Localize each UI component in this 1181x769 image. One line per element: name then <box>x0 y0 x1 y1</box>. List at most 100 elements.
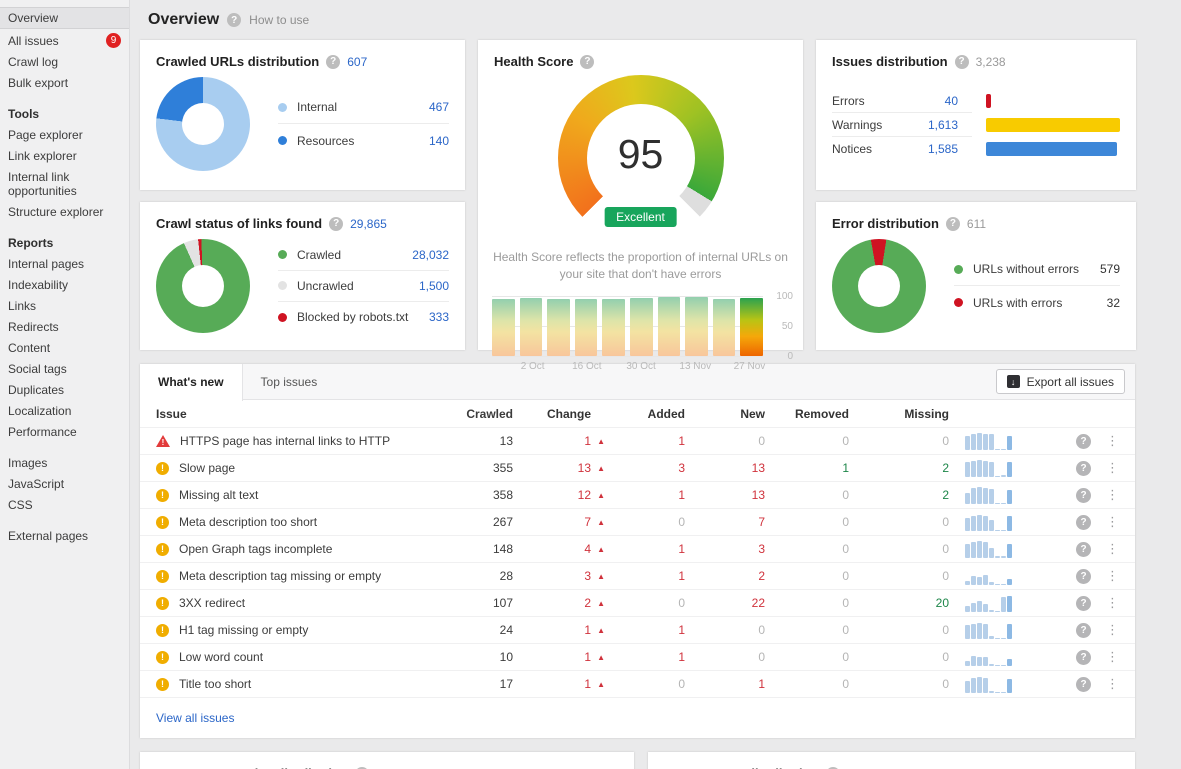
history-sparkline <box>965 675 1045 693</box>
sidebar-item-link-explorer[interactable]: Link explorer <box>0 146 129 166</box>
row-menu-icon[interactable]: ⋮ <box>1091 487 1119 503</box>
help-icon[interactable]: ? <box>946 217 960 231</box>
issue-name[interactable]: Open Graph tags incomplete <box>179 542 332 556</box>
help-icon[interactable]: ? <box>955 55 969 69</box>
row-menu-icon[interactable]: ⋮ <box>1091 676 1119 692</box>
row-menu-icon[interactable]: ⋮ <box>1091 433 1119 449</box>
crawled-urls-total[interactable]: 607 <box>347 55 367 69</box>
sparkline-bar <box>983 657 988 666</box>
row-help-icon[interactable]: ? <box>1076 596 1091 611</box>
row-menu-icon[interactable]: ⋮ <box>1091 460 1119 476</box>
legend-label: Blocked by robots.txt <box>297 310 429 324</box>
sidebar-item-label: All issues <box>8 34 59 48</box>
sparkline-bar <box>1001 597 1006 612</box>
legend-value[interactable]: 1,500 <box>419 279 449 293</box>
sparkline-bar <box>1001 638 1006 639</box>
distribution-bar-track <box>986 118 1120 132</box>
row-help-icon[interactable]: ? <box>1076 542 1091 557</box>
row-help-icon[interactable]: ? <box>1076 650 1091 665</box>
sidebar-item-images[interactable]: Images <box>0 453 129 473</box>
issue-cell: !Title too short <box>156 677 435 691</box>
tab-what-s-new[interactable]: What's new <box>140 364 243 401</box>
sidebar-item-redirects[interactable]: Redirects <box>0 317 129 337</box>
issue-name[interactable]: HTTPS page has internal links to HTTP <box>180 434 390 448</box>
sidebar-item-all-issues[interactable]: All issues9 <box>0 30 129 51</box>
sidebar-item-social-tags[interactable]: Social tags <box>0 359 129 379</box>
row-menu-icon[interactable]: ⋮ <box>1091 541 1119 557</box>
sidebar-item-links[interactable]: Links <box>0 296 129 316</box>
sidebar-item-label: External pages <box>8 529 88 543</box>
sidebar-item-localization[interactable]: Localization <box>0 401 129 421</box>
row-help-icon[interactable]: ? <box>1076 488 1091 503</box>
sidebar-item-crawl-log[interactable]: Crawl log <box>0 52 129 72</box>
row-help-icon[interactable]: ? <box>1076 461 1091 476</box>
history-axis-label: 100 <box>776 291 793 302</box>
how-to-use-link[interactable]: How to use <box>249 13 309 27</box>
sidebar-item-internal-pages[interactable]: Internal pages <box>0 254 129 274</box>
crawled-value: 13 <box>435 434 513 448</box>
row-menu-icon[interactable]: ⋮ <box>1091 649 1119 665</box>
row-help-icon[interactable]: ? <box>1076 515 1091 530</box>
warning-circle-icon: ! <box>156 597 169 610</box>
help-icon[interactable]: ? <box>329 217 343 231</box>
view-all-issues-link[interactable]: View all issues <box>156 711 234 725</box>
tab-top-issues[interactable]: Top issues <box>243 364 336 400</box>
issue-name[interactable]: Title too short <box>179 677 251 691</box>
legend-value[interactable]: 467 <box>429 100 449 114</box>
row-help-icon[interactable]: ? <box>1076 569 1091 584</box>
issue-name[interactable]: Low word count <box>179 650 263 664</box>
change-cell: 1▲ <box>513 677 605 691</box>
row-help-icon[interactable]: ? <box>1076 434 1091 449</box>
change-cell: 7▲ <box>513 515 605 529</box>
help-icon[interactable]: ? <box>580 55 594 69</box>
sidebar-item-internal-link-opportunities[interactable]: Internal link opportunities <box>0 167 129 201</box>
distribution-value[interactable]: 40 <box>904 94 958 108</box>
legend-value[interactable]: 333 <box>429 310 449 324</box>
sidebar-item-content[interactable]: Content <box>0 338 129 358</box>
issue-name[interactable]: 3XX redirect <box>179 596 245 610</box>
legend-value[interactable]: 28,032 <box>412 248 449 262</box>
sidebar-item-external-pages[interactable]: External pages <box>0 526 129 546</box>
sidebar-item-javascript[interactable]: JavaScript <box>0 474 129 494</box>
distribution-row-left: Errors40 <box>832 89 972 113</box>
issue-name[interactable]: H1 tag missing or empty <box>179 623 308 637</box>
issue-name[interactable]: Meta description too short <box>179 515 317 529</box>
legend-value[interactable]: 140 <box>429 134 449 148</box>
sidebar-item-label: Indexability <box>8 278 68 292</box>
history-date-label: 16 Oct <box>572 361 601 372</box>
sidebar-item-duplicates[interactable]: Duplicates <box>0 380 129 400</box>
sidebar-item-css[interactable]: CSS <box>0 495 129 515</box>
sidebar-item-indexability[interactable]: Indexability <box>0 275 129 295</box>
row-menu-icon[interactable]: ⋮ <box>1091 568 1119 584</box>
issue-name[interactable]: Slow page <box>179 461 235 475</box>
sidebar-item-structure-explorer[interactable]: Structure explorer <box>0 202 129 222</box>
row-menu-icon[interactable]: ⋮ <box>1091 514 1119 530</box>
sparkline-bar <box>965 606 970 612</box>
crawl-status-total[interactable]: 29,865 <box>350 217 387 231</box>
help-icon[interactable]: ? <box>227 13 241 27</box>
export-all-issues-button[interactable]: ↓ Export all issues <box>996 369 1125 394</box>
sidebar-item-overview[interactable]: Overview <box>0 7 129 29</box>
column-header-new: New <box>685 407 765 421</box>
sidebar-item-page-explorer[interactable]: Page explorer <box>0 125 129 145</box>
row-menu-icon[interactable]: ⋮ <box>1091 622 1119 638</box>
sparkline-bar <box>965 544 970 558</box>
issue-name[interactable]: Missing alt text <box>179 488 258 502</box>
issue-name[interactable]: Meta description tag missing or empty <box>179 569 381 583</box>
sidebar-item-bulk-export[interactable]: Bulk export <box>0 73 129 93</box>
sidebar-item-performance[interactable]: Performance <box>0 422 129 442</box>
help-icon[interactable]: ? <box>326 55 340 69</box>
legend-dot <box>278 281 287 290</box>
missing-value: 20 <box>849 596 949 610</box>
distribution-value[interactable]: 1,613 <box>904 118 958 132</box>
new-value: 22 <box>685 596 765 610</box>
row-help-icon[interactable]: ? <box>1076 677 1091 692</box>
legend-item-crawled: Crawled28,032 <box>278 240 449 271</box>
row-help-icon[interactable]: ? <box>1076 623 1091 638</box>
sparkline-cell <box>949 540 1045 558</box>
row-menu-icon[interactable]: ⋮ <box>1091 595 1119 611</box>
change-value: 1 <box>584 434 591 448</box>
warning-circle-icon: ! <box>156 489 169 502</box>
distribution-value[interactable]: 1,585 <box>904 142 958 156</box>
issue-row: !Meta description too short2677▲0700?⋮ <box>140 508 1135 535</box>
